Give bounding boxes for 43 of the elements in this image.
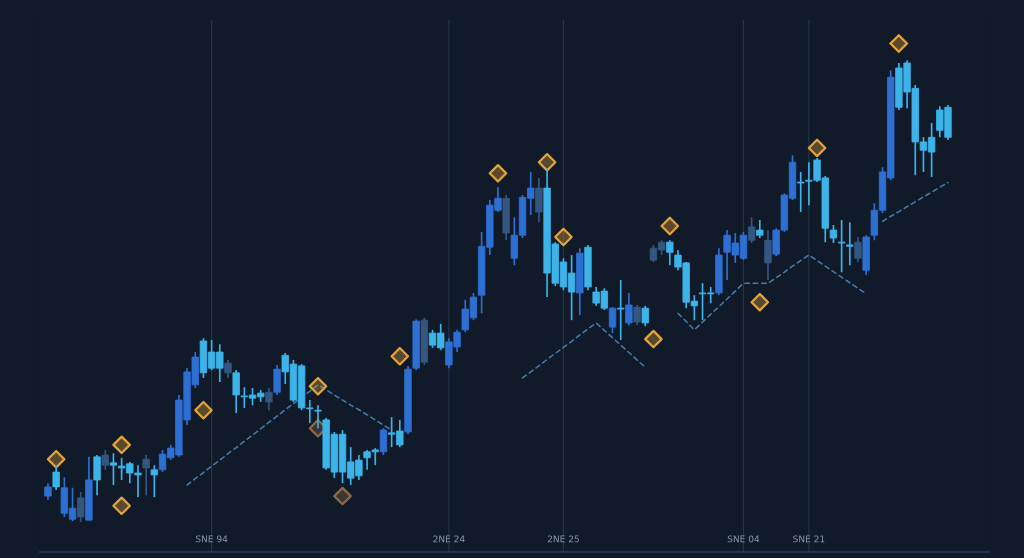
candlestick <box>314 404 322 430</box>
point <box>807 138 827 158</box>
point <box>112 435 131 455</box>
candlestick <box>77 491 85 523</box>
point <box>390 346 410 366</box>
x-tick-label: 2NE 24 <box>433 535 465 543</box>
candlestick <box>101 449 109 471</box>
candlestick <box>224 359 232 379</box>
candlestick <box>52 465 60 491</box>
point <box>554 227 573 247</box>
x-tick-label: SNE 21 <box>793 535 825 543</box>
x-tick-label: SNE 04 <box>727 535 760 543</box>
point <box>660 216 680 236</box>
candlestick <box>379 427 388 456</box>
candlestick <box>142 454 150 497</box>
candlestick <box>641 305 649 328</box>
point <box>750 292 770 312</box>
candlestick <box>625 292 633 327</box>
candlestick <box>854 236 862 263</box>
candlestick <box>273 364 281 396</box>
candlestick <box>265 387 273 412</box>
candlestick <box>764 229 772 281</box>
candlestick <box>150 464 159 498</box>
point <box>194 400 213 420</box>
point <box>46 449 66 469</box>
candlestick <box>666 239 674 267</box>
point <box>644 329 663 349</box>
candlestick <box>829 224 838 244</box>
candlestick <box>846 221 854 267</box>
x-tick-label: 2NE 25 <box>547 535 579 543</box>
x-tick-label: SNE 94 <box>195 535 228 543</box>
candlestick <box>756 219 764 239</box>
candlestick <box>747 216 756 244</box>
point <box>488 163 508 183</box>
candlestick <box>633 304 641 327</box>
point <box>333 486 352 506</box>
candlestick <box>617 279 625 341</box>
candlestick <box>608 306 617 334</box>
point <box>537 152 557 172</box>
point <box>308 376 328 396</box>
candlestick <box>93 454 101 497</box>
point <box>112 496 131 516</box>
candlestick <box>837 219 846 273</box>
